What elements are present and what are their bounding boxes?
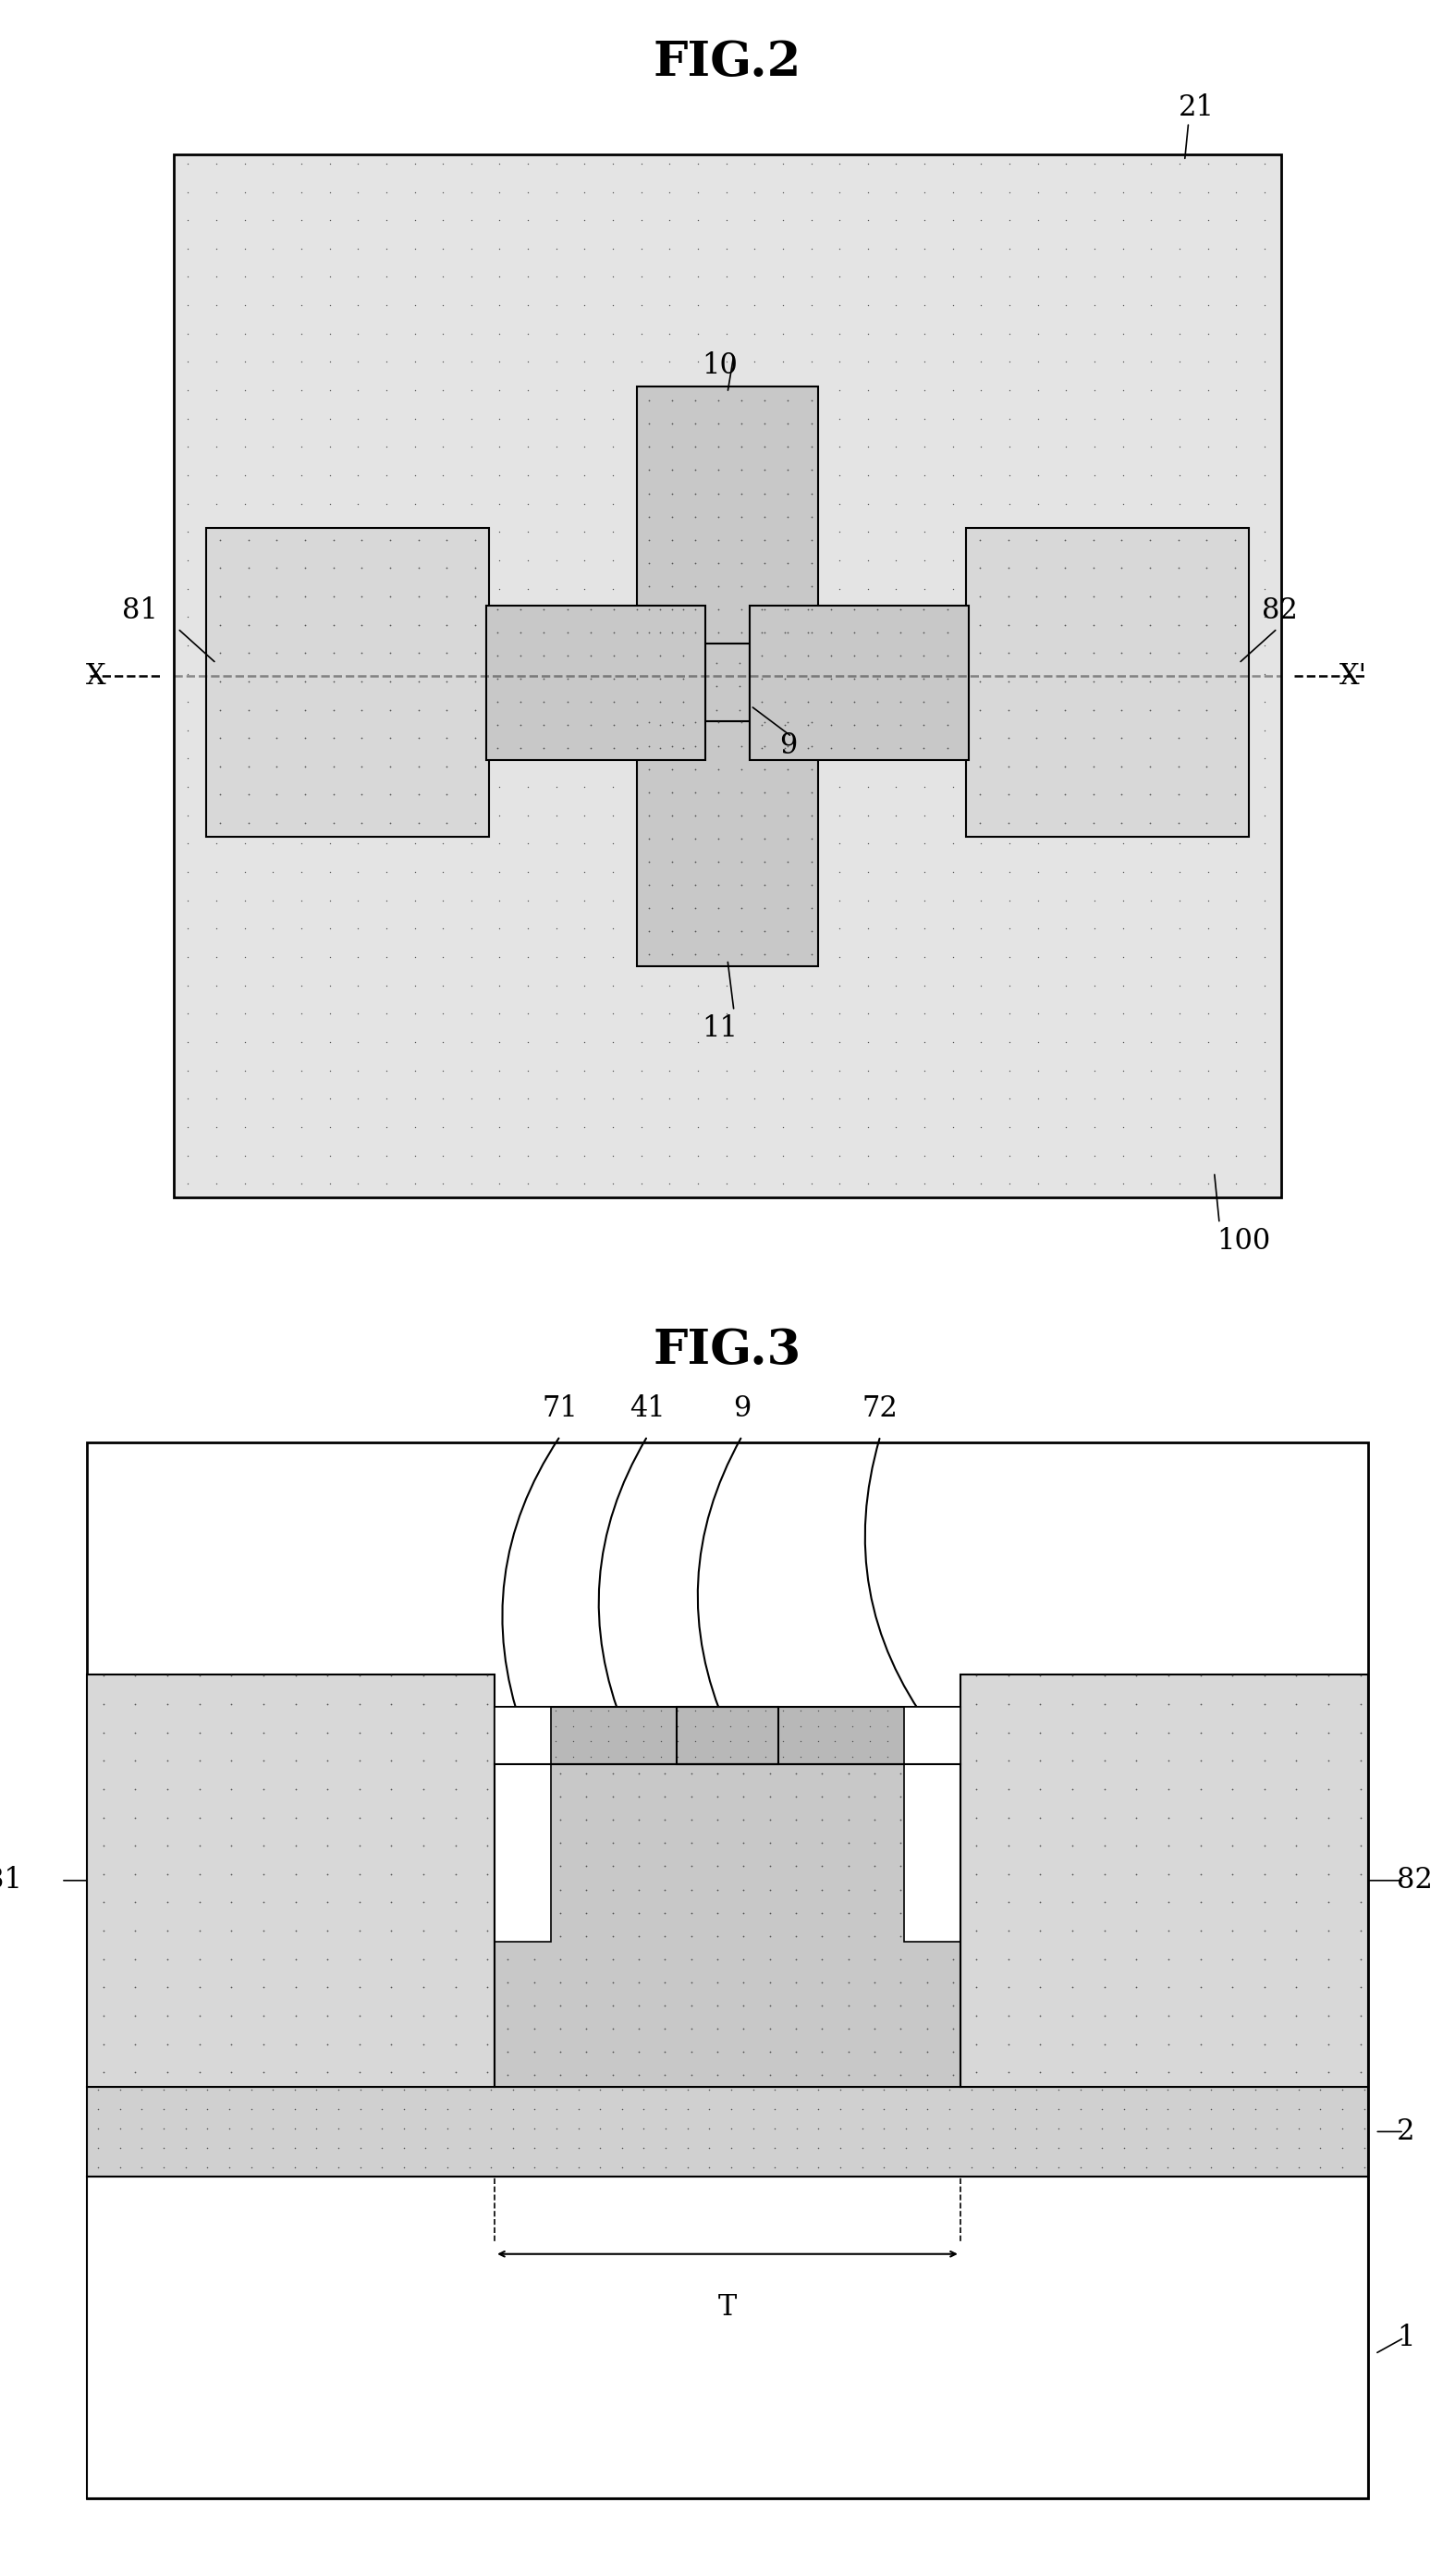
Bar xyxy=(173,155,1282,1198)
Text: 21: 21 xyxy=(1179,93,1215,124)
Bar xyxy=(960,1674,1368,2087)
Text: 82: 82 xyxy=(1261,595,1298,626)
Bar xyxy=(495,1765,960,2087)
Text: 81: 81 xyxy=(0,1865,22,1896)
Bar xyxy=(87,2177,1368,2499)
Text: 41: 41 xyxy=(630,1394,665,1422)
Text: T: T xyxy=(719,2293,736,2321)
Bar xyxy=(706,644,749,721)
Bar xyxy=(637,386,818,644)
Text: 72: 72 xyxy=(863,1394,898,1422)
Text: 100: 100 xyxy=(1216,1226,1270,1257)
Text: 1: 1 xyxy=(1397,2324,1414,2352)
Text: 82: 82 xyxy=(1397,1865,1433,1896)
Text: 9: 9 xyxy=(733,1394,751,1422)
Bar xyxy=(87,1443,1368,2499)
Text: FIG.2: FIG.2 xyxy=(653,39,802,85)
Text: 9: 9 xyxy=(778,732,797,760)
Text: 2: 2 xyxy=(1397,2117,1414,2146)
Bar xyxy=(486,605,706,760)
Bar xyxy=(87,1674,1368,2087)
Bar xyxy=(495,1705,960,1765)
Bar xyxy=(207,528,489,837)
Bar xyxy=(749,605,969,760)
Text: 81: 81 xyxy=(122,595,159,626)
Text: FIG.3: FIG.3 xyxy=(653,1327,802,1373)
Bar xyxy=(905,1705,960,1942)
Bar xyxy=(637,721,818,966)
Text: X': X' xyxy=(1340,662,1368,690)
Text: 11: 11 xyxy=(701,1015,738,1043)
Bar xyxy=(495,1705,550,1942)
Bar xyxy=(966,528,1248,837)
Text: X: X xyxy=(86,662,106,690)
Bar xyxy=(87,1674,495,2087)
Text: 71: 71 xyxy=(543,1394,578,1422)
Bar xyxy=(87,2087,1368,2177)
Bar xyxy=(677,1705,778,1765)
Text: 10: 10 xyxy=(701,350,738,381)
Bar xyxy=(495,1765,960,2087)
